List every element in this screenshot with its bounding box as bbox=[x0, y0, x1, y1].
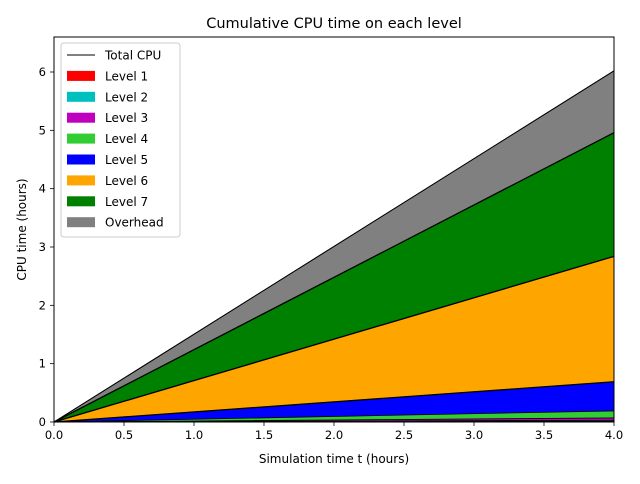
legend-swatch-overhead bbox=[67, 217, 95, 228]
legend-swatch-level-1 bbox=[67, 70, 95, 81]
boundary-level-6 bbox=[53, 255, 615, 423]
x-tick-label: 4.0 bbox=[605, 428, 623, 442]
legend-swatch-level-4 bbox=[67, 133, 95, 144]
y-tick-label: 0 bbox=[39, 415, 46, 429]
y-tick-label: 4 bbox=[39, 182, 46, 196]
legend: Total CPU Level 1 Level 2 Level 3 Level 4 Lev… bbox=[60, 42, 181, 238]
x-tick-label: 3.5 bbox=[535, 428, 553, 442]
legend-label-level-2: Level 2 bbox=[105, 90, 148, 104]
legend-label-level-5: Level 5 bbox=[105, 153, 148, 167]
boundary-level-7 bbox=[53, 132, 615, 423]
legend-label-level-4: Level 4 bbox=[105, 132, 148, 146]
x-axis-ticks: 0.0 0.5 1.0 1.5 2.0 2.5 3.0 3.5 4.0 bbox=[45, 422, 623, 442]
x-tick-label: 3.0 bbox=[465, 428, 483, 442]
y-tick-label: 5 bbox=[39, 123, 46, 137]
x-tick-label: 1.0 bbox=[185, 428, 203, 442]
legend-label-level-7: Level 7 bbox=[105, 195, 148, 209]
y-tick-label: 3 bbox=[39, 240, 46, 254]
legend-swatch-level-5 bbox=[67, 154, 95, 165]
y-tick-label: 6 bbox=[39, 65, 46, 79]
legend-label-level-3: Level 3 bbox=[105, 111, 148, 125]
x-tick-label: 2.0 bbox=[325, 428, 343, 442]
legend-box bbox=[60, 42, 181, 238]
boundary-level-4 bbox=[53, 410, 615, 423]
x-tick-label: 0.0 bbox=[45, 428, 63, 442]
legend-swatch-level-6 bbox=[67, 175, 95, 186]
legend-label-level-1: Level 1 bbox=[105, 69, 148, 83]
boundary-level-3 bbox=[53, 417, 615, 423]
legend-label-level-6: Level 6 bbox=[105, 174, 148, 188]
legend-label-overhead: Overhead bbox=[105, 216, 164, 230]
x-axis-label: Simulation time t (hours) bbox=[259, 452, 409, 466]
x-tick-label: 0.5 bbox=[115, 428, 133, 442]
legend-swatch-level-2 bbox=[67, 91, 95, 102]
boundary-level-5 bbox=[53, 381, 615, 423]
y-tick-label: 1 bbox=[39, 357, 46, 371]
y-tick-label: 2 bbox=[39, 298, 46, 312]
x-tick-label: 2.5 bbox=[395, 428, 413, 442]
y-axis-ticks: 0 1 2 3 4 5 6 bbox=[39, 65, 54, 429]
area-level-7 bbox=[54, 132, 614, 422]
legend-swatch-level-7 bbox=[67, 196, 95, 207]
chart-title: Cumulative CPU time on each level bbox=[206, 16, 462, 32]
line-total-cpu bbox=[53, 70, 615, 423]
legend-swatch-level-3 bbox=[67, 112, 95, 123]
x-tick-label: 1.5 bbox=[255, 428, 273, 442]
legend-label-total-cpu: Total CPU bbox=[104, 49, 161, 63]
y-axis-label: CPU time (hours) bbox=[15, 178, 29, 280]
